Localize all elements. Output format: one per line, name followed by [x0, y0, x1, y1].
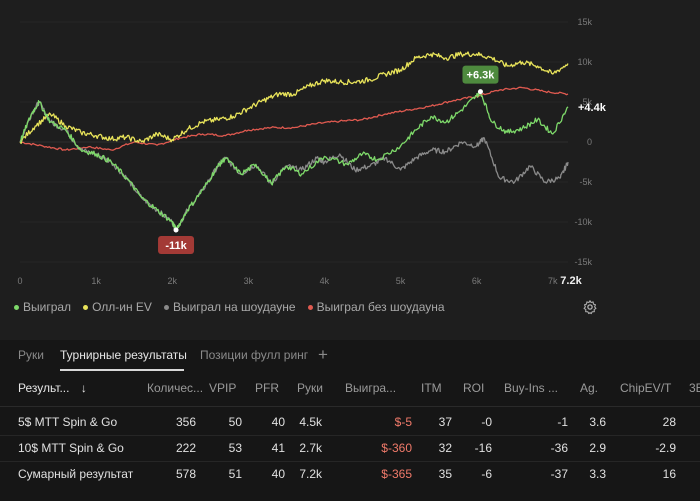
y-tick-label: 5k	[582, 97, 592, 107]
table-row[interactable]: 5$ MTT Spin & Go 356 50 40 4.5k $-5 37 -…	[18, 415, 676, 429]
table-row[interactable]: Сумарный результат 578 51 40 7.2k $-365 …	[18, 467, 676, 481]
x-last-label: 7.2k	[560, 275, 582, 287]
series-line-1	[19, 51, 569, 145]
y-tick-label: 0	[587, 137, 592, 147]
x-tick-label: 6k	[472, 276, 482, 286]
header-buyins[interactable]: Buy-Ins ...	[504, 381, 559, 395]
y-tick-label: 10k	[577, 57, 592, 67]
min-badge-label: -11k	[165, 240, 187, 252]
legend-item-non-showdown[interactable]: Выиграл без шоудауна	[307, 300, 445, 314]
series-line-3	[19, 86, 569, 151]
max-badge	[462, 65, 499, 84]
legend-item-showdown[interactable]: Выиграл на шоудауне	[163, 300, 296, 314]
series-line-0	[19, 90, 569, 232]
x-tick-label: 7k	[548, 276, 558, 286]
chart-area: 15k 10k 5k 0 -5k -10k -15k 0 1k 2k 3k 4k 5k 6k 7k 7.2k +…	[0, 0, 700, 340]
header-chipev[interactable]: ChipEV/T	[620, 381, 672, 395]
x-tick-label: 2k	[167, 276, 177, 286]
header-winnings[interactable]: Выигра...	[345, 381, 397, 395]
tab-positions-full-ring[interactable]: Позиции фулл ринг	[200, 348, 309, 362]
x-tick-label: 4k	[320, 276, 330, 286]
header-vpip[interactable]: VPIP	[209, 381, 237, 395]
annotation-point	[477, 89, 483, 95]
table-row[interactable]: 10$ MTT Spin & Go 222 53 41 2.7k $-360 3…	[18, 441, 676, 455]
tabs-bar: Руки Турнирные результаты Позиции фулл р…	[0, 340, 700, 377]
header-divider	[0, 406, 700, 407]
header-count[interactable]: Количес...	[147, 381, 204, 395]
max-badge-label: +6.3k	[467, 70, 496, 82]
header-ag[interactable]: Ag.	[580, 381, 599, 395]
legend-item-won[interactable]: Выиграл	[14, 300, 71, 314]
tab-tournament-results[interactable]: Турнирные результаты	[60, 348, 187, 362]
header-itm[interactable]: ITM	[421, 381, 442, 395]
legend-item-allin-ev[interactable]: Олл-ин EV	[83, 300, 152, 314]
results-table: Результ... ↓ Количес... VPIP PFR Руки Вы…	[0, 376, 700, 501]
y-tick-label: 15k	[577, 17, 592, 27]
end-value-label: +4.4k	[578, 102, 607, 114]
annotation-point	[173, 227, 179, 233]
header-3b[interactable]: 3B	[689, 381, 700, 395]
chart-legend: Выиграл Олл-ин EV Выиграл на шоудауне Вы…	[14, 300, 445, 314]
x-tick-label: 3k	[244, 276, 254, 286]
add-tab-icon[interactable]: +	[318, 345, 328, 364]
y-tick-label: -10k	[574, 217, 592, 227]
y-tick-label: -5k	[579, 177, 592, 187]
header-pfr[interactable]: PFR	[255, 381, 279, 395]
header-result[interactable]: Результ... ↓	[18, 381, 87, 395]
y-tick-label: -15k	[574, 257, 592, 267]
sort-desc-icon: ↓	[80, 381, 87, 395]
min-badge	[158, 236, 195, 254]
header-hands[interactable]: Руки	[297, 381, 323, 395]
header-roi[interactable]: ROI	[463, 381, 485, 395]
gear-icon[interactable]	[582, 299, 598, 315]
active-tab-indicator	[60, 369, 184, 371]
results-chart[interactable]: 15k 10k 5k 0 -5k -10k -15k 0 1k 2k 3k 4k 5k 6k 7k 7.2k +…	[0, 0, 700, 340]
x-tick-label: 1k	[91, 276, 101, 286]
series-line-2	[19, 101, 569, 233]
x-tick-label: 0	[17, 276, 22, 286]
tab-hands[interactable]: Руки	[18, 348, 44, 362]
x-tick-label: 5k	[396, 276, 406, 286]
